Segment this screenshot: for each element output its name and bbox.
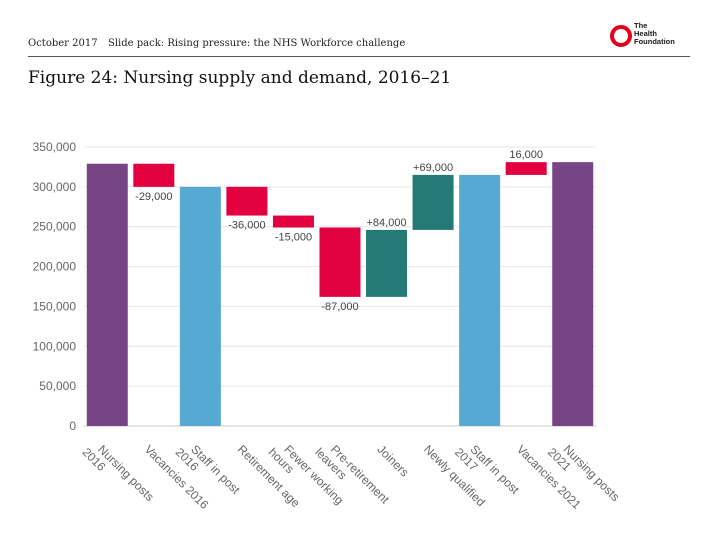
- data-label: +69,000: [413, 162, 453, 174]
- bar-pre-retirement-leavers: [319, 227, 361, 297]
- logo-line-2: Health: [634, 29, 657, 38]
- x-tick-label-line: Joiners: [374, 442, 411, 479]
- bar-joiners: [366, 229, 408, 297]
- x-tick-label: Staff in post2017: [452, 436, 523, 507]
- bar-staff-in-post-2016: [179, 186, 221, 426]
- x-tick-label: Staff in post2016: [173, 436, 244, 507]
- bar-retirement-age: [226, 186, 268, 216]
- bar-nursing-posts-2021: [552, 162, 594, 426]
- y-tick-label: 300,000: [33, 180, 77, 194]
- bar-staff-in-post-2017: [459, 174, 501, 426]
- y-tick-label: 150,000: [33, 299, 77, 313]
- slide-header: October 2017 Slide pack: Rising pressure…: [28, 22, 690, 56]
- y-tick-label: 0: [69, 419, 76, 433]
- health-foundation-logo: The Health Foundation: [610, 22, 690, 52]
- data-label: -29,000: [135, 191, 172, 203]
- bar-nursing-posts-2016: [86, 163, 128, 427]
- data-label: -87,000: [321, 301, 358, 313]
- logo-line-3: Foundation: [634, 37, 675, 46]
- bar-vacancies-2021: [505, 162, 547, 175]
- y-tick-label: 50,000: [39, 379, 76, 393]
- data-label: +84,000: [367, 217, 407, 229]
- x-tick-label: Joiners: [374, 442, 411, 479]
- data-label: -15,000: [275, 232, 312, 244]
- y-tick-label: 100,000: [33, 339, 77, 353]
- bar-newly-qualified: [412, 174, 454, 230]
- y-tick-label: 350,000: [33, 140, 77, 154]
- data-label: -36,000: [228, 220, 265, 232]
- y-tick-label: 250,000: [33, 220, 77, 234]
- y-tick-label: 200,000: [33, 260, 77, 274]
- logo-ring-icon: [610, 25, 632, 47]
- header-date: October 2017: [28, 38, 98, 49]
- data-label: 16,000: [509, 149, 543, 161]
- logo-line-1: The: [634, 21, 648, 30]
- bar-vacancies-2016: [133, 163, 175, 187]
- figure-title: Figure 24: Nursing supply and demand, 20…: [28, 68, 452, 88]
- bar-fewer-working-hours: [272, 215, 314, 228]
- header-title: Slide pack: Rising pressure: the NHS Wor…: [108, 38, 406, 49]
- header-divider: [28, 56, 690, 57]
